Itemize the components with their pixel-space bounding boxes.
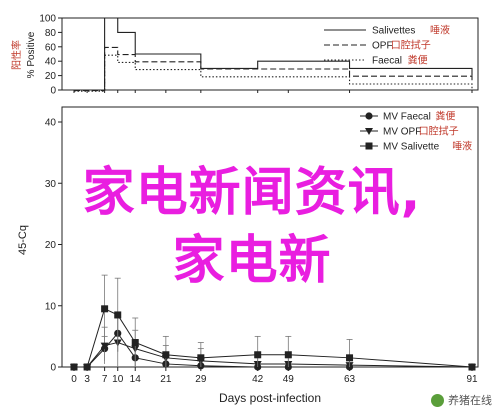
top-legend-annotation: 粪便 — [408, 54, 428, 67]
bottom-x-tick-label: 29 — [195, 374, 207, 385]
top-y-tick-label: 100 — [39, 14, 56, 25]
data-point-mv-salivette — [83, 363, 91, 371]
top-legend-annotation: 口腔拭子 — [391, 39, 431, 52]
top-y-tick-label: 80 — [45, 28, 57, 39]
top-y-axis-label: % Positive — [26, 31, 37, 78]
bottom-x-tick-label: 21 — [160, 374, 172, 385]
watermark-logo-icon — [431, 393, 444, 407]
bottom-x-tick-label: 3 — [84, 374, 90, 385]
data-point-mv-salivette — [468, 363, 476, 371]
bottom-x-tick-label: 7 — [102, 374, 108, 385]
bottom-x-tick-label: 91 — [466, 374, 478, 385]
bottom-y-axis-label: 45-Cq — [17, 225, 29, 255]
top-y-tick-label: 20 — [45, 71, 57, 82]
bottom-legend-label: MV OPF — [383, 127, 421, 138]
top-legend-label: Salivettes — [372, 26, 415, 37]
data-point-mv-salivette — [346, 354, 354, 362]
watermark: 养猪在线 — [431, 392, 492, 408]
top-legend-label: Faecal — [372, 56, 402, 67]
top-plot-frame — [61, 17, 479, 91]
overlay-title-line-2: 家电新 — [172, 231, 332, 291]
bottom-y-tick-label: 30 — [45, 179, 57, 190]
top-y-axis-annotation: 阳性率 — [10, 40, 23, 70]
data-point-mv-salivette — [70, 363, 78, 371]
bottom-x-tick-label: 42 — [252, 374, 264, 385]
bottom-legend-annotation: 口腔拭子 — [419, 125, 459, 138]
bottom-legend-marker — [365, 112, 373, 120]
bottom-y-tick-label: 20 — [45, 240, 57, 251]
bottom-x-tick-label: 14 — [130, 374, 142, 385]
bottom-x-axis-label: Days post-infection — [219, 391, 321, 405]
bottom-legend-marker — [365, 128, 373, 135]
top-legend-annotation: 唾液 — [430, 24, 450, 37]
bottom-legend-annotation: 唾液 — [452, 140, 472, 153]
bottom-y-tick-label: 10 — [45, 301, 57, 312]
bottom-legend-marker — [365, 142, 373, 150]
overlay-title-line-1: 家电新闻资讯, — [82, 163, 422, 223]
bottom-x-tick-label: 10 — [112, 374, 124, 385]
top-legend-label: OPF — [372, 41, 393, 52]
bottom-legend-annotation: 粪便 — [435, 110, 455, 123]
data-point-mv-opf — [100, 342, 109, 350]
bottom-legend-label: MV Salivette — [383, 142, 440, 153]
data-point-mv-salivette — [101, 305, 109, 313]
data-point-mv-salivette — [284, 351, 292, 359]
top-y-tick-label: 60 — [45, 42, 57, 53]
bottom-x-tick-label: 0 — [71, 374, 77, 385]
bottom-y-tick-label: 0 — [50, 363, 56, 374]
top-y-tick-label: 40 — [45, 57, 57, 68]
data-point-mv-salivette — [197, 354, 205, 362]
data-point-mv-salivette — [162, 351, 170, 359]
bottom-legend-label: MV Faecal — [383, 112, 431, 123]
bottom-series-line-mv-faecal — [74, 332, 472, 368]
bottom-y-tick-label: 40 — [45, 118, 57, 129]
watermark-text: 养猪在线 — [448, 394, 492, 407]
data-point-mv-salivette — [114, 311, 122, 319]
data-point-mv-salivette — [131, 339, 139, 346]
top-series-line-salivettes — [74, 17, 473, 91]
top-y-tick-label: 0 — [50, 86, 56, 97]
bottom-x-tick-label: 63 — [344, 374, 356, 385]
data-point-mv-salivette — [254, 351, 262, 359]
bottom-x-tick-label: 49 — [283, 374, 295, 385]
